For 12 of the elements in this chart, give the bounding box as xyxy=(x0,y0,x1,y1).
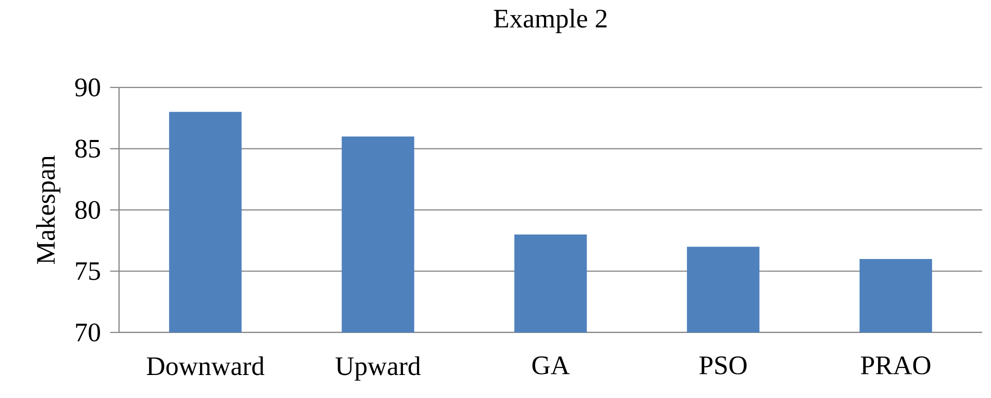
y-axis-title: Makespan xyxy=(36,156,60,264)
x-tick-label: Upward xyxy=(336,356,421,381)
y-tick-label: 70 xyxy=(76,323,100,342)
y-tick-label: 90 xyxy=(75,78,100,96)
chart-title: Example 2 xyxy=(494,8,607,34)
y-tick-label: 75 xyxy=(76,262,100,280)
x-tick-label: Downward xyxy=(146,356,264,376)
x-tick-label: PRAO xyxy=(860,356,930,374)
x-tick-label: GA xyxy=(532,356,570,374)
y-tick-label: 85 xyxy=(75,140,100,158)
x-tick-label: PSO xyxy=(699,356,747,374)
y-tick-label: 80 xyxy=(75,200,100,219)
